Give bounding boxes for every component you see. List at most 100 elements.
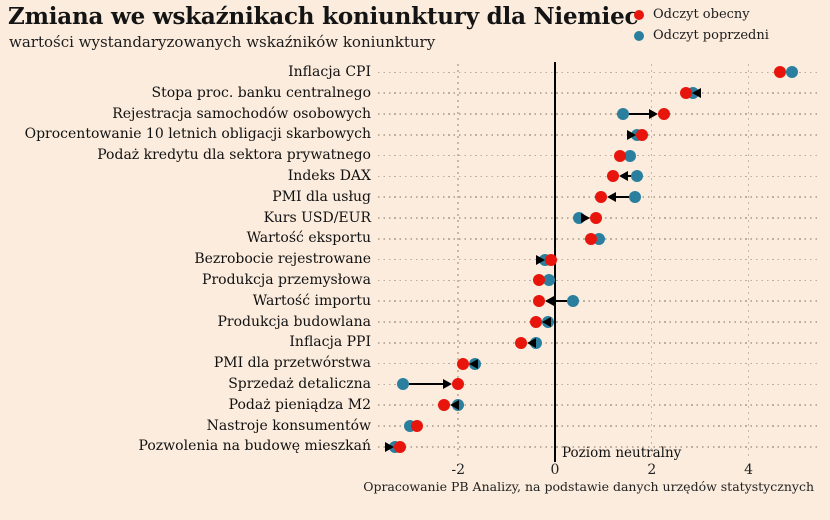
- row-leader-line: [378, 133, 820, 136]
- current-dot: [590, 211, 603, 224]
- current-dot: [529, 315, 542, 328]
- previous-dot: [624, 149, 637, 162]
- legend: Odczyt obecny Odczyt poprzedni: [634, 4, 769, 46]
- row-leader-line: [378, 258, 820, 261]
- change-arrow-head: [606, 192, 616, 203]
- legend-item-current: Odczyt obecny: [634, 4, 769, 25]
- indicator-label: Inflacja CPI: [288, 64, 371, 80]
- previous-reading-dot-icon: [634, 30, 644, 41]
- indicator-row: [378, 228, 824, 249]
- labels-column: Inflacja CPI Stopa proc. banku centralneg…: [0, 62, 371, 457]
- indicator-label: Nastroje konsumentów: [206, 417, 371, 434]
- x-axis-ticks: -2 0 2 4: [378, 462, 824, 480]
- change-arrow-line: [628, 175, 632, 178]
- indicator-label: Produkcja budowlana: [217, 313, 371, 330]
- x-tick-label: 2: [647, 462, 657, 478]
- indicator-row: [378, 332, 824, 353]
- gridline: [457, 64, 459, 460]
- row-leader-line: [378, 362, 820, 365]
- indicator-row: [378, 312, 824, 333]
- change-arrow-head: [627, 129, 637, 140]
- row-leader-line: [378, 279, 820, 282]
- current-dot: [607, 170, 620, 183]
- current-reading-dot-icon: [634, 9, 644, 20]
- current-dot: [657, 107, 670, 120]
- previous-dot: [543, 274, 556, 287]
- current-dot: [594, 191, 607, 204]
- change-arrow-head: [449, 400, 459, 411]
- indicator-label: PMI dla usług: [272, 188, 371, 205]
- x-tick-label: 0: [550, 462, 560, 478]
- current-dot: [437, 399, 450, 412]
- indicator-label: Bezrobocie rejestrowane: [194, 251, 371, 268]
- previous-dot: [566, 295, 579, 308]
- previous-dot: [631, 170, 644, 183]
- row-leader-line: [378, 71, 820, 74]
- change-arrow-head: [619, 171, 629, 182]
- change-arrow-head: [691, 88, 701, 99]
- previous-dot: [396, 378, 409, 391]
- plot-area: Poziom neutralny: [378, 62, 824, 462]
- row-leader-line: [378, 300, 820, 302]
- indicator-row: [378, 208, 824, 229]
- row-leader-line: [378, 154, 820, 157]
- change-arrow-head: [648, 108, 658, 119]
- change-arrow-head: [443, 379, 453, 390]
- gridline: [650, 64, 653, 460]
- current-dot: [515, 336, 528, 349]
- current-dot: [533, 295, 546, 308]
- row-leader-line: [378, 383, 820, 386]
- indicator-row: [378, 353, 824, 374]
- row-leader-line: [378, 404, 820, 406]
- indicator-label: Rejestracja samochodów osobowych: [112, 105, 371, 122]
- indicator-label: Wartość eksportu: [246, 230, 371, 247]
- current-dot: [545, 253, 558, 266]
- indicator-row: [378, 416, 824, 437]
- current-dot: [585, 232, 598, 245]
- source-note: Opracowanie PB Analizy, na podstawie dan…: [363, 479, 814, 494]
- change-arrow-head: [385, 441, 395, 452]
- indicator-row: [378, 187, 824, 208]
- row-leader-line: [378, 321, 820, 323]
- row-leader-line: [378, 92, 820, 94]
- change-arrow-head: [469, 358, 479, 369]
- previous-dot: [628, 191, 641, 204]
- indicator-row: [378, 436, 824, 457]
- indicator-row: [378, 249, 824, 270]
- x-tick-label: 4: [744, 462, 754, 478]
- indicator-label: Sprzedaż detaliczna: [228, 375, 371, 392]
- previous-dot: [786, 66, 799, 79]
- indicator-row: [378, 145, 824, 166]
- change-arrow-head: [541, 316, 551, 327]
- indicator-row: [378, 291, 824, 312]
- indicator-label: Kurs USD/EUR: [263, 209, 371, 226]
- indicator-label: Oprocentowanie 10 letnich obligacji skar…: [24, 126, 371, 143]
- legend-current-label: Odczyt obecny: [653, 7, 750, 22]
- indicator-row: [378, 395, 824, 416]
- indicator-label: PMI dla przetwórstwa: [213, 355, 371, 372]
- legend-item-previous: Odczyt poprzedni: [634, 25, 769, 46]
- page-title: Zmiana we wskaźnikach koniunktury dla Ni…: [8, 3, 639, 30]
- previous-dot: [616, 107, 629, 120]
- indicator-row: [378, 166, 824, 187]
- indicator-row: [378, 104, 824, 125]
- indicator-label: Produkcja przemysłowa: [202, 271, 371, 288]
- row-leader-line: [378, 445, 820, 448]
- indicator-row: [378, 83, 824, 104]
- current-dot: [679, 87, 692, 100]
- indicator-row: [378, 62, 824, 83]
- row-leader-line: [378, 341, 820, 344]
- indicator-label: Pozwolenia na budowę mieszkań: [138, 438, 371, 455]
- change-arrow-head: [581, 212, 591, 223]
- x-tick-label: -2: [451, 462, 466, 478]
- indicator-label: Podaż kredytu dla sektora prywatnego: [97, 147, 371, 164]
- change-arrow-line: [615, 196, 629, 199]
- indicator-label: Podaż pieniądza M2: [228, 396, 371, 413]
- current-dot: [614, 149, 627, 162]
- change-arrow-line: [554, 300, 567, 303]
- current-dot: [533, 274, 546, 287]
- indicator-label: Wartość importu: [252, 292, 371, 309]
- gridline: [747, 64, 750, 460]
- current-dot: [394, 440, 407, 453]
- change-arrow-head: [527, 337, 537, 348]
